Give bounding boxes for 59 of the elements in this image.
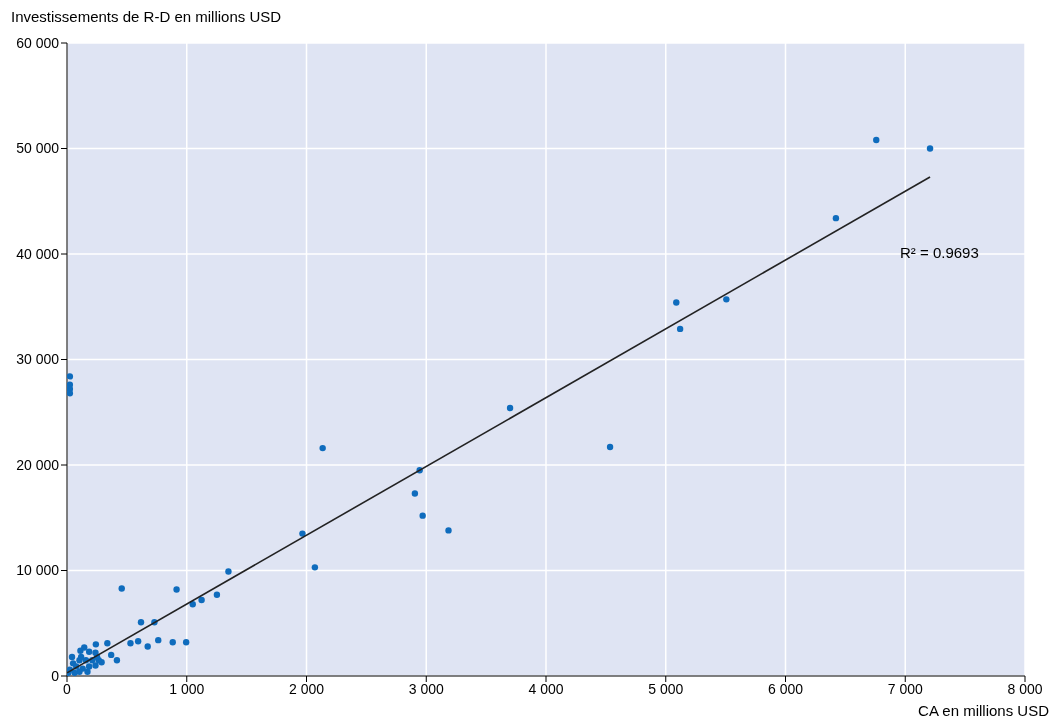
point <box>104 640 111 647</box>
x-tick-label: 5 000 <box>648 680 684 697</box>
point <box>182 639 190 646</box>
point <box>606 443 614 451</box>
point <box>419 512 426 519</box>
point <box>189 601 196 608</box>
point <box>673 299 680 306</box>
y-axis-title: Investissements de R-D en millions USD <box>11 8 282 25</box>
point <box>67 390 74 397</box>
y-tick-label: 60 000 <box>16 34 60 51</box>
x-tick-label: 1 000 <box>169 680 205 697</box>
point <box>92 662 99 669</box>
point <box>127 640 134 647</box>
point <box>169 639 176 646</box>
x-tick-label: 8 000 <box>1007 680 1043 697</box>
point <box>137 619 145 626</box>
x-tick-label: 7 000 <box>887 680 923 697</box>
y-tick-label: 20 000 <box>16 456 60 473</box>
point <box>81 644 88 651</box>
point <box>873 136 880 144</box>
point <box>71 669 78 676</box>
point <box>676 325 684 333</box>
y-tick-label: 30 000 <box>16 351 60 368</box>
point <box>926 145 934 152</box>
point <box>67 373 74 380</box>
point <box>832 214 840 222</box>
point <box>311 564 319 571</box>
x-tick-label: 0 <box>63 680 72 697</box>
point <box>144 643 151 650</box>
point <box>85 663 93 670</box>
point <box>213 591 221 598</box>
point <box>113 656 121 664</box>
y-tick-label: 50 000 <box>16 140 60 157</box>
point <box>107 651 115 659</box>
y-tick-label: 40 000 <box>16 245 60 262</box>
y-tick-label: 10 000 <box>16 562 60 579</box>
point <box>299 530 306 537</box>
point <box>506 404 514 412</box>
x-axis-title: CA en millions USD <box>918 702 1049 719</box>
point <box>85 648 93 655</box>
point <box>134 637 142 645</box>
point <box>723 296 730 303</box>
point <box>198 596 205 604</box>
point <box>118 585 125 592</box>
point <box>68 653 76 661</box>
annotation: R² = 0.9693 <box>900 244 979 261</box>
point <box>173 586 180 593</box>
point <box>225 568 232 575</box>
point <box>92 641 100 648</box>
y-tick-label: 0 <box>51 667 60 684</box>
x-tick-label: 6 000 <box>767 680 804 697</box>
x-tick-label: 4 000 <box>528 680 564 697</box>
point <box>411 490 419 497</box>
point <box>445 527 452 534</box>
point <box>319 444 326 452</box>
point <box>84 668 91 675</box>
x-tick-label: 2 000 <box>288 680 325 697</box>
point <box>155 636 162 644</box>
x-tick-label: 3 000 <box>408 680 444 697</box>
